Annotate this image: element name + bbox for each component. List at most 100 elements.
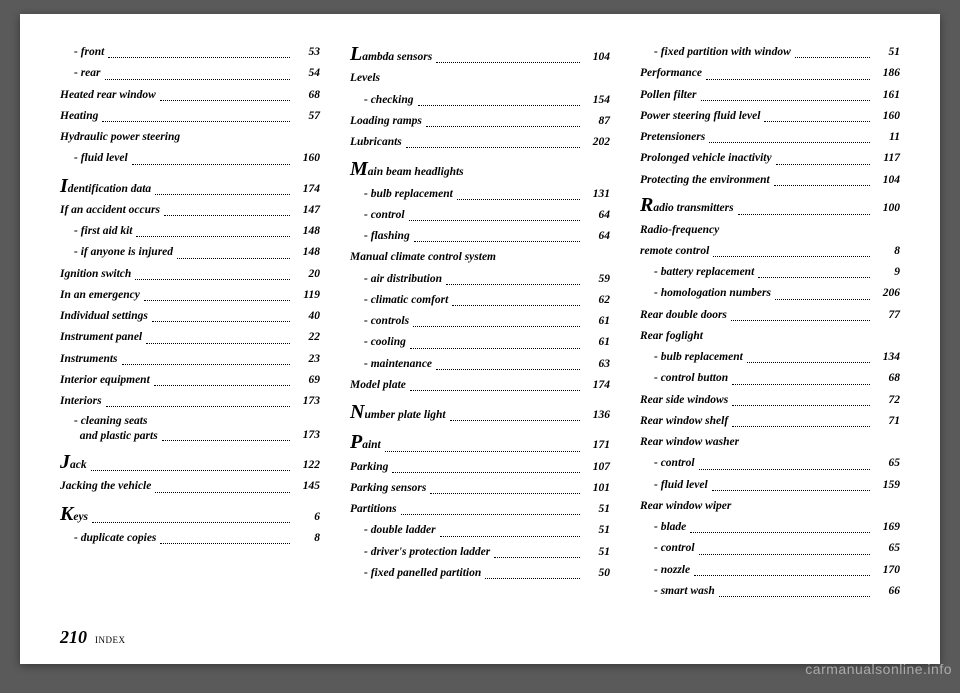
index-label: - driver's protection ladder: [350, 544, 490, 561]
index-label: - control button: [640, 370, 728, 387]
leader-dots: [450, 420, 580, 421]
index-label: - control: [640, 540, 695, 557]
index-label: Keys: [60, 504, 88, 526]
index-page-ref: 8: [874, 243, 900, 260]
index-entry: - control65: [640, 455, 900, 472]
leader-dots: [409, 220, 580, 221]
index-entry: Loading ramps87: [350, 113, 610, 130]
index-entry: Main beam headlights: [350, 159, 610, 181]
leader-dots: [392, 472, 580, 473]
index-page-ref: 159: [874, 477, 900, 494]
index-label: Power steering fluid level: [640, 108, 760, 125]
index-label: - homologation numbers: [640, 285, 771, 302]
index-page-ref: 148: [294, 223, 320, 240]
index-label: Radio-frequency: [640, 222, 719, 239]
leader-dots: [102, 121, 290, 122]
leader-dots: [440, 536, 580, 537]
index-page-ref: 54: [294, 65, 320, 82]
page-footer: 210 INDEX: [60, 627, 126, 648]
index-label: Main beam headlights: [350, 159, 464, 181]
leader-dots: [426, 126, 580, 127]
leader-dots: [776, 164, 870, 165]
index-entry: Heated rear window68: [60, 87, 320, 104]
index-entry: Number plate light136: [350, 402, 610, 424]
index-entry: - nozzle170: [640, 562, 900, 579]
index-page-ref: 104: [584, 49, 610, 66]
index-page-ref: 50: [584, 565, 610, 582]
index-column-3: - fixed partition with window 51 Performan…: [640, 44, 900, 604]
index-entry: - homologation numbers206: [640, 285, 900, 302]
leader-dots: [699, 469, 870, 470]
index-page-ref: 160: [294, 150, 320, 167]
index-entry: - control64: [350, 207, 610, 224]
leader-dots: [690, 532, 870, 533]
index-column-2: Lambda sensors104Levels- checking154Load…: [350, 44, 610, 604]
leader-dots: [436, 369, 580, 370]
index-label: - blade: [640, 519, 686, 536]
index-entry: - flashing64: [350, 228, 610, 245]
leader-dots: [775, 299, 870, 300]
leader-dots: [738, 214, 870, 215]
index-label: Rear window wiper: [640, 498, 731, 515]
index-entry: Power steering fluid level160: [640, 108, 900, 125]
index-entry: - maintenance63: [350, 356, 610, 373]
leader-dots: [144, 300, 290, 301]
index-label: Interior equipment: [60, 372, 150, 389]
index-label: - front: [60, 44, 104, 61]
index-page-ref: 6: [294, 509, 320, 526]
index-page-ref: 71: [874, 413, 900, 430]
index-entry: Prolonged vehicle inactivity117: [640, 150, 900, 167]
index-page-ref: 59: [584, 271, 610, 288]
leader-dots: [136, 236, 290, 237]
index-label: Ignition switch: [60, 266, 131, 283]
index-label: - fixed partition with window: [640, 44, 791, 61]
index-label: Heating: [60, 108, 98, 125]
index-label: - fluid level: [60, 150, 128, 167]
index-entry: - first aid kit 148: [60, 223, 320, 240]
index-page-ref: 65: [874, 455, 900, 472]
index-entry: - driver's protection ladder51: [350, 544, 610, 561]
leader-dots: [132, 164, 290, 165]
index-label: Loading ramps: [350, 113, 422, 130]
index-page-ref: 136: [584, 407, 610, 424]
index-label: Performance: [640, 65, 702, 82]
index-entry: Protecting the environment104: [640, 172, 900, 189]
index-entry: Model plate174: [350, 377, 610, 394]
leader-dots: [177, 258, 290, 259]
index-page-ref: 101: [584, 480, 610, 497]
index-page-ref: 117: [874, 150, 900, 167]
index-label: - cooling: [350, 334, 406, 351]
leader-dots: [732, 384, 870, 385]
index-page-ref: 173: [294, 393, 320, 410]
index-page-ref: 174: [294, 181, 320, 198]
leader-dots: [164, 215, 290, 216]
index-entry: - fixed partition with window 51: [640, 44, 900, 61]
index-entry: Levels: [350, 70, 610, 87]
index-entry: - fluid level159: [640, 477, 900, 494]
leader-dots: [155, 194, 290, 195]
index-label: Lambda sensors: [350, 44, 432, 66]
index-entry: Radio transmitters100: [640, 195, 900, 217]
index-entry: Radio-frequency: [640, 222, 900, 239]
index-page-ref: 171: [584, 437, 610, 454]
index-page-ref: 62: [584, 292, 610, 309]
leader-dots: [732, 405, 870, 406]
index-entry: - duplicate copies8: [60, 530, 320, 547]
index-page-ref: 51: [874, 44, 900, 61]
index-page-ref: 63: [584, 356, 610, 373]
index-page-ref: 61: [584, 334, 610, 351]
leader-dots: [105, 79, 290, 80]
index-label: - first aid kit: [60, 223, 132, 240]
leader-dots: [106, 406, 290, 407]
index-entry: Hydraulic power steering: [60, 129, 320, 146]
index-label: Rear window washer: [640, 434, 739, 451]
index-page-ref: 145: [294, 478, 320, 495]
index-entry: If an accident occurs147: [60, 202, 320, 219]
leader-dots: [414, 241, 580, 242]
index-page-ref: 131: [584, 186, 610, 203]
leader-dots: [91, 470, 290, 471]
leader-dots: [694, 575, 870, 576]
leader-dots: [122, 364, 290, 365]
index-entry: Rear window shelf71: [640, 413, 900, 430]
index-label: - battery replacement: [640, 264, 754, 281]
